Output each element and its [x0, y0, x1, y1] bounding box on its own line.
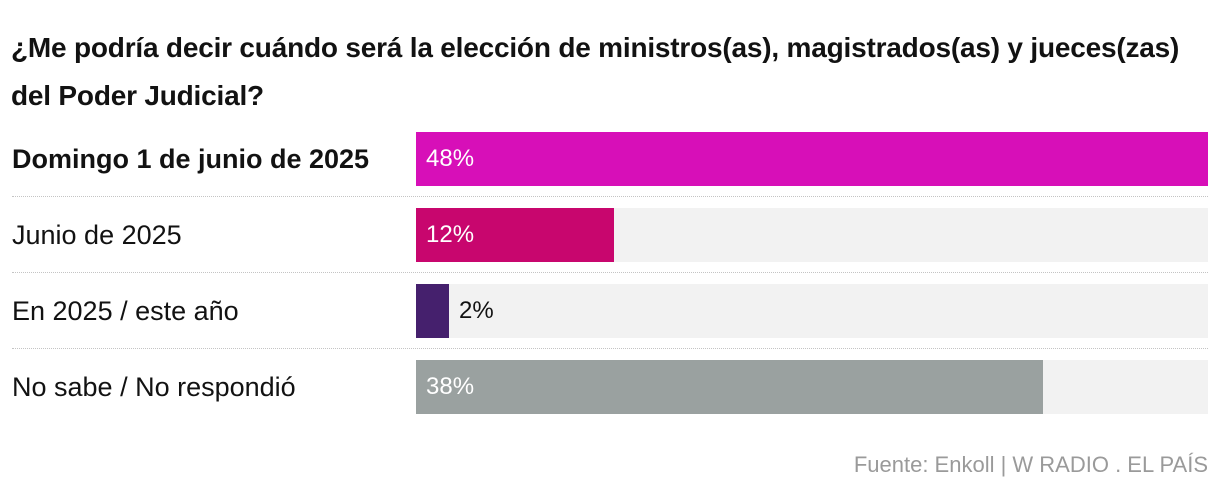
bar-track: 48% — [416, 132, 1208, 186]
row-divider — [12, 272, 1208, 273]
bar — [416, 360, 1043, 414]
bar-track: 38% — [416, 360, 1208, 414]
bar-row: No sabe / No respondió 38% — [0, 352, 1220, 428]
value-label: 38% — [426, 373, 475, 400]
bar-row: Domingo 1 de junio de 2025 48% — [0, 124, 1220, 200]
row-divider — [12, 348, 1208, 349]
value-label: 12% — [426, 221, 475, 248]
bar — [416, 284, 449, 338]
category-label: No sabe / No respondió — [12, 372, 296, 402]
category-label: Junio de 2025 — [12, 220, 182, 250]
bar-row: En 2025 / este año 2% — [0, 276, 1220, 352]
row-divider — [12, 196, 1208, 197]
category-label: En 2025 / este año — [12, 296, 239, 326]
chart-title: ¿Me podría decir cuándo será la elección… — [11, 32, 1180, 111]
value-label: 2% — [459, 297, 494, 324]
value-label: 48% — [426, 145, 475, 172]
bar — [416, 208, 614, 262]
bar-row: Junio de 2025 12% — [0, 200, 1220, 276]
bar-track: 12% — [416, 208, 1208, 262]
bar-chart: Domingo 1 de junio de 2025 48% Junio de 20… — [0, 124, 1220, 424]
bar-track: 2% — [416, 284, 1208, 338]
bar — [416, 132, 1208, 186]
category-label: Domingo 1 de junio de 2025 — [12, 144, 370, 174]
source-note: Fuente: Enkoll | W RADIO . EL PAÍS — [853, 452, 1208, 477]
